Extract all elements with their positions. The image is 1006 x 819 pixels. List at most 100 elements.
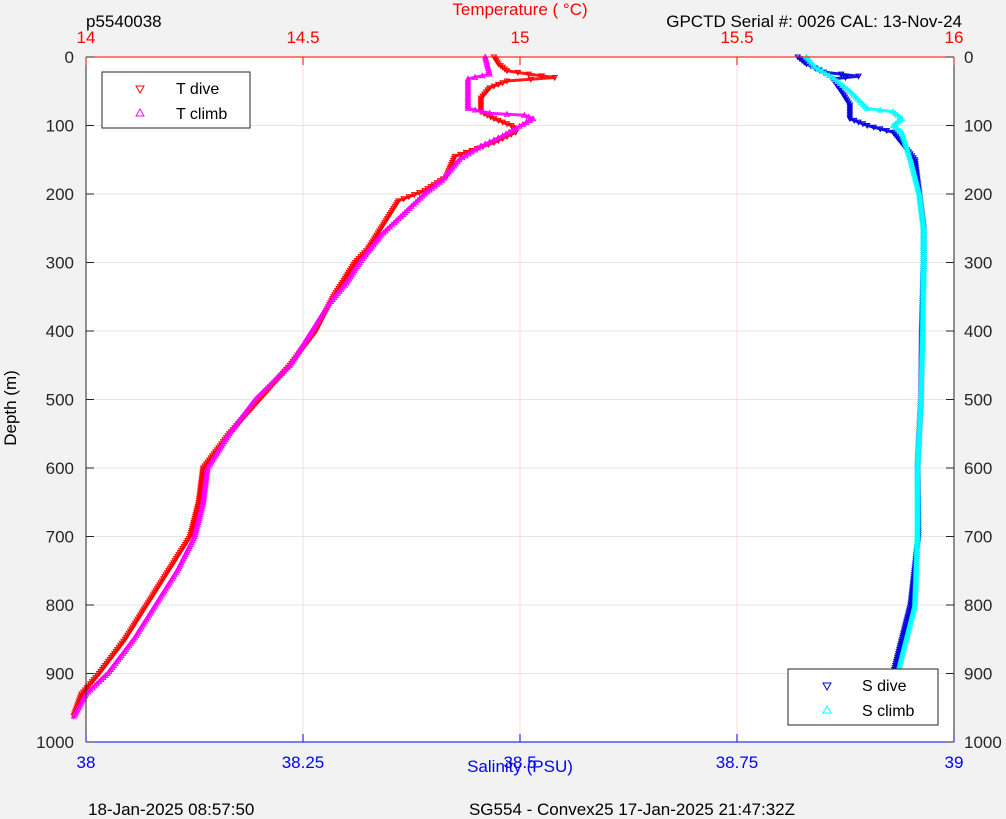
- data-point: [431, 182, 438, 189]
- data-point: [471, 106, 479, 113]
- data-point: [474, 144, 482, 151]
- data-point: [527, 76, 535, 83]
- salinity-axis-label: Salinity (PSU): [467, 757, 573, 776]
- axes-layer: 0 0 100 100 200 200 300 300 400 400 500 500 600 600 70…: [36, 28, 1002, 772]
- depth-tick-label-right: 100: [964, 117, 992, 136]
- data-point: [485, 68, 493, 75]
- data-point: [863, 123, 871, 130]
- data-point: [911, 603, 918, 610]
- depth-tick-label-right: 900: [964, 665, 992, 684]
- data-point: [904, 629, 912, 636]
- data-point: [503, 110, 511, 117]
- data-point: [910, 607, 917, 614]
- depth-tick-label-left: 600: [46, 459, 74, 478]
- temperature-axis-label: Temperature ( °C): [452, 0, 587, 19]
- data-point: [253, 393, 261, 400]
- data-point: [815, 65, 822, 72]
- data-point: [465, 150, 472, 157]
- data-point: [386, 223, 394, 230]
- data-point: [191, 530, 199, 537]
- data-point: [91, 682, 99, 689]
- depth-tick-label-right: 400: [964, 322, 992, 341]
- legend-salinity-box: [787, 668, 939, 726]
- data-point: [904, 627, 912, 634]
- data-point: [876, 106, 884, 113]
- data-point: [506, 128, 513, 135]
- data-point: [193, 524, 200, 531]
- data-point: [278, 369, 286, 376]
- data-point: [909, 611, 916, 618]
- data-point: [423, 188, 431, 195]
- data-point: [829, 74, 836, 81]
- data-point: [494, 117, 502, 124]
- salinity-tick-label: 38.25: [282, 753, 325, 772]
- data-point: [197, 506, 205, 513]
- data-point: [260, 387, 267, 394]
- legend-s-dive-marker: [822, 682, 832, 692]
- data-point: [104, 669, 112, 676]
- data-point: [490, 83, 498, 90]
- data-point: [481, 140, 489, 147]
- data-point: [841, 83, 849, 90]
- data-point: [403, 206, 411, 213]
- data-point: [494, 81, 502, 88]
- data-point: [483, 61, 491, 68]
- data-point: [902, 637, 910, 644]
- legend-temperature: T dive T climb: [101, 71, 251, 129]
- data-point: [484, 64, 492, 71]
- data-point: [897, 657, 904, 664]
- data-point: [408, 202, 415, 209]
- data-point: [906, 621, 914, 628]
- footer-left-label: 18-Jan-2025 08:57:50: [88, 800, 254, 819]
- legend-t-climb-label: T climb: [176, 106, 227, 123]
- data-point: [195, 516, 202, 523]
- data-point: [479, 108, 486, 115]
- depth-tick-label-right: 300: [964, 254, 992, 273]
- data-point: [894, 125, 901, 132]
- temperature-tick-label: 14.5: [286, 28, 319, 47]
- data-point: [883, 128, 891, 135]
- data-point: [196, 510, 204, 517]
- depth-tick-label-right: 700: [964, 528, 992, 547]
- series-s-climb: [803, 53, 927, 719]
- data-point: [192, 526, 200, 533]
- data-point: [266, 381, 273, 388]
- data-point: [834, 77, 841, 84]
- data-point: [898, 653, 906, 660]
- data-point: [906, 619, 914, 626]
- data-point: [258, 389, 265, 396]
- data-point: [514, 69, 522, 76]
- data-point: [397, 213, 404, 220]
- data-point: [910, 168, 918, 175]
- data-point: [909, 166, 917, 173]
- series-t-climb: [70, 53, 537, 719]
- data-point: [89, 684, 96, 691]
- data-point: [876, 126, 884, 133]
- data-point: [410, 192, 418, 199]
- legend-t-dive-marker: [135, 85, 145, 95]
- data-point: [477, 142, 485, 149]
- data-point: [863, 104, 871, 111]
- data-point: [912, 178, 920, 185]
- data-point: [416, 194, 424, 201]
- data-point: [911, 174, 919, 181]
- data-point: [837, 71, 845, 78]
- data-point: [468, 148, 475, 155]
- data-point: [909, 164, 916, 171]
- data-point: [503, 78, 511, 85]
- data-point: [379, 229, 387, 236]
- data-point: [499, 64, 506, 71]
- legend-s-climb-marker: [822, 704, 832, 714]
- header-left-label: p5540038: [86, 12, 162, 31]
- legend-salinity: S dive S climb: [787, 668, 939, 726]
- data-point: [102, 672, 109, 679]
- data-point: [399, 211, 407, 218]
- data-point: [900, 643, 908, 650]
- data-point: [280, 367, 288, 374]
- data-point: [392, 217, 400, 224]
- data-point: [907, 617, 915, 624]
- depth-tick-label-right: 600: [964, 459, 992, 478]
- data-point: [512, 124, 520, 131]
- data-point: [436, 178, 443, 185]
- data-point: [86, 686, 94, 693]
